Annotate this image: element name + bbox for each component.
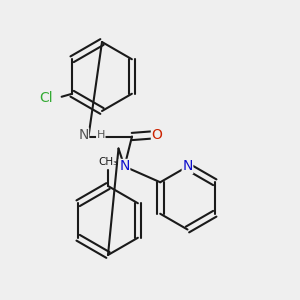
Text: Cl: Cl — [39, 91, 52, 105]
Text: N: N — [119, 160, 130, 173]
Text: N: N — [78, 128, 88, 142]
Text: H: H — [97, 130, 105, 140]
Text: CH₃: CH₃ — [98, 157, 118, 167]
Text: O: O — [152, 128, 162, 142]
Text: N: N — [182, 160, 193, 173]
